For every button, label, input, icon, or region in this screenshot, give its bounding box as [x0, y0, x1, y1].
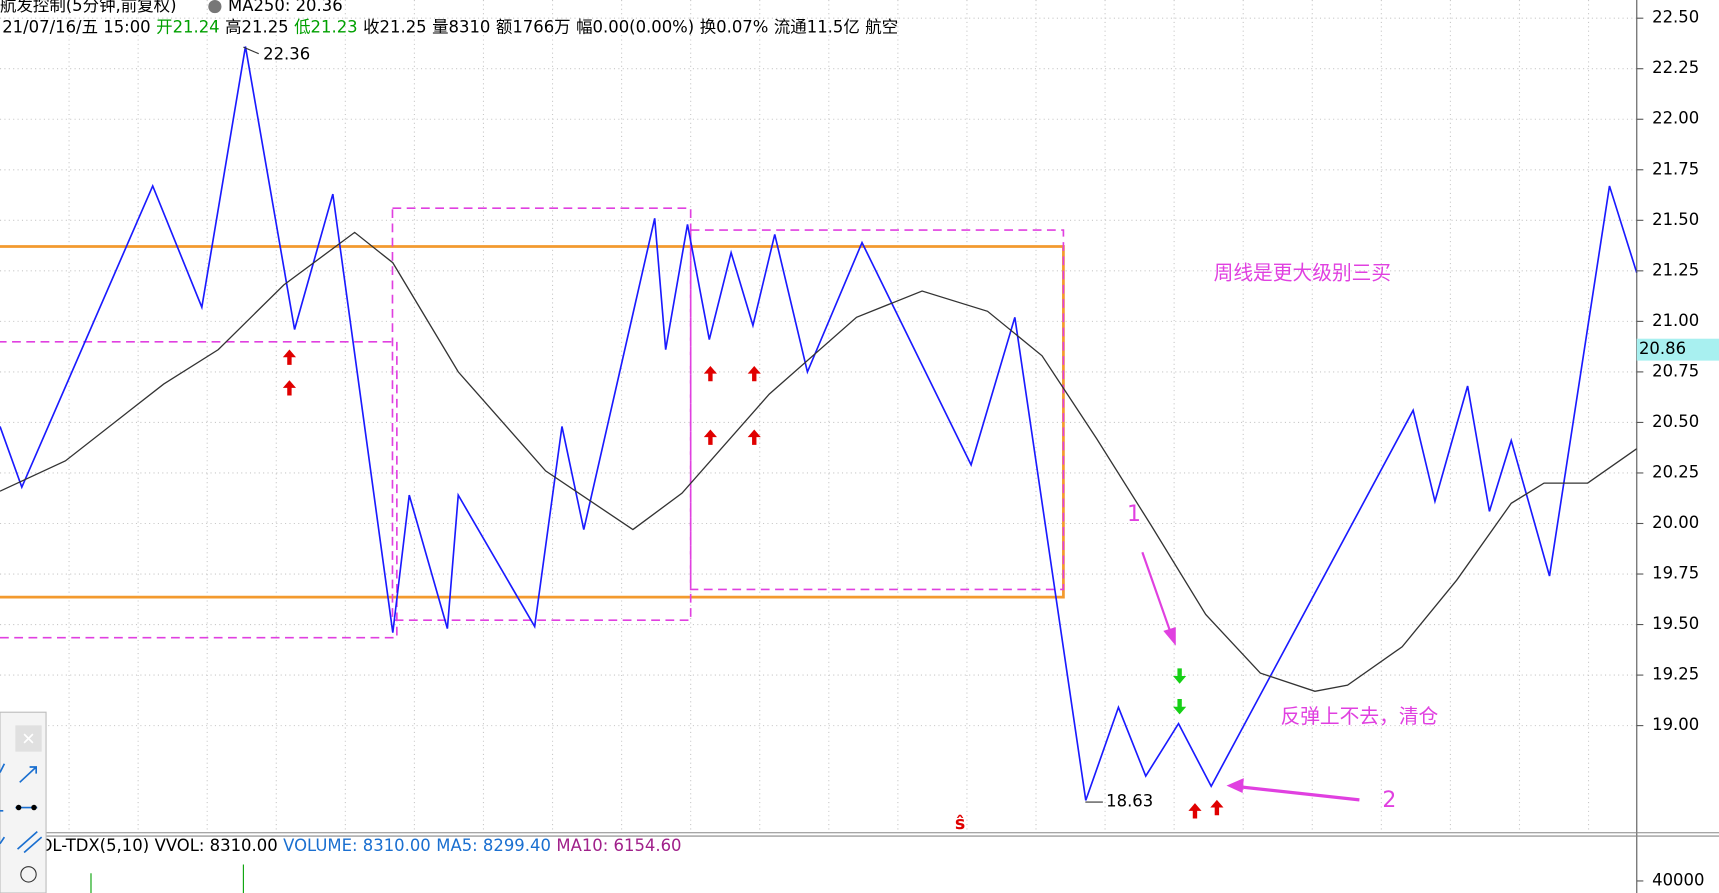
y-tick-label: 19.00 [1652, 715, 1699, 734]
drawn-boxes [0, 207, 1065, 639]
y-tick-label: 21.75 [1652, 159, 1699, 178]
volume-info: OL-TDX(5,10) VVOL: 8310.00 VOLUME: 8310.00… [39, 835, 681, 854]
annotation: 反弹上不去，清仓 [1280, 705, 1438, 728]
price-tag-label: 20.86 [1639, 339, 1686, 358]
low-label: 18.63 [1106, 792, 1153, 811]
y-tick-label: 19.50 [1652, 614, 1699, 633]
pivot-box [391, 207, 692, 621]
settings-icon[interactable] [208, 0, 222, 14]
text-run: 换0.07% [700, 17, 769, 36]
annotation: 2 [1382, 788, 1396, 813]
pivot-box [0, 341, 398, 639]
y-tick-label: 21.25 [1652, 260, 1699, 279]
quote-info: 21/07/16/五 15:00 开21.24 高21.25 低21.23 收21.25… [2, 17, 898, 36]
y-tick-label: 22.00 [1652, 109, 1699, 128]
series-line [0, 46, 1638, 801]
y-tick-label: 19.25 [1652, 665, 1699, 684]
pivot-box [689, 229, 1065, 591]
text-run: 收21.25 [363, 17, 427, 36]
text-run: MA10: 6154.60 [556, 835, 681, 854]
volume-tick-label: 40000 [1652, 870, 1704, 889]
text-run: 量8310 [432, 17, 490, 36]
text-run: 流通11.5亿 [774, 17, 860, 36]
text-run: VVOL: 8310.00 [155, 835, 278, 854]
pointer-arrows [1141, 551, 1360, 802]
y-tick-label: 21.50 [1652, 210, 1699, 229]
y-tick-label: 19.75 [1652, 564, 1699, 583]
annotation: 1 [1127, 502, 1141, 527]
draw-toolbar [0, 711, 47, 893]
text-run: 航空 [865, 17, 898, 36]
price-tag [1636, 338, 1719, 361]
series [0, 46, 1638, 801]
tool-channel[interactable] [16, 831, 43, 854]
y-tick-label: 20.00 [1652, 513, 1699, 532]
text-run: 低21.23 [294, 17, 358, 36]
text-run: 21/07/16/五 15:00 [2, 17, 150, 36]
grid [0, 0, 1637, 833]
y-tick-label: 21.00 [1652, 311, 1699, 330]
high-label: 22.36 [263, 44, 310, 63]
text-run: 高21.25 [225, 17, 289, 36]
marker: ŝ [955, 814, 965, 834]
axis-labels: 22.50 22.25 22.00 21.75 21.50 21.25 21.00 20.75… [1636, 8, 1719, 734]
y-tick-label: 22.50 [1652, 8, 1699, 27]
annotation: 周线是更大级别三买 [1214, 261, 1392, 284]
text-run: 额1766万 [496, 17, 571, 36]
series-line [0, 231, 1638, 692]
text-run: 开21.24 [156, 17, 220, 36]
text-run: 幅0.00(0.00%) [576, 17, 694, 36]
text-run: MA5: 8299.40 [436, 835, 551, 854]
text-run: VOLUME: 8310.00 [283, 835, 431, 854]
label-leaders [243, 46, 1103, 803]
stock-title: 航发控制(5分钟,前复权) [0, 0, 177, 15]
ma-label: MA250: 20.36 [228, 0, 343, 15]
y-tick-label: 20.50 [1652, 412, 1699, 431]
y-tick-label: 20.75 [1652, 361, 1699, 380]
y-tick-label: 22.25 [1652, 58, 1699, 77]
tool-line[interactable] [19, 766, 38, 783]
text-run: OL-TDX(5,10) [39, 835, 149, 854]
y-tick-label: 20.25 [1652, 462, 1699, 481]
signal-arrows [282, 349, 1360, 819]
tool-circle[interactable] [20, 866, 37, 883]
